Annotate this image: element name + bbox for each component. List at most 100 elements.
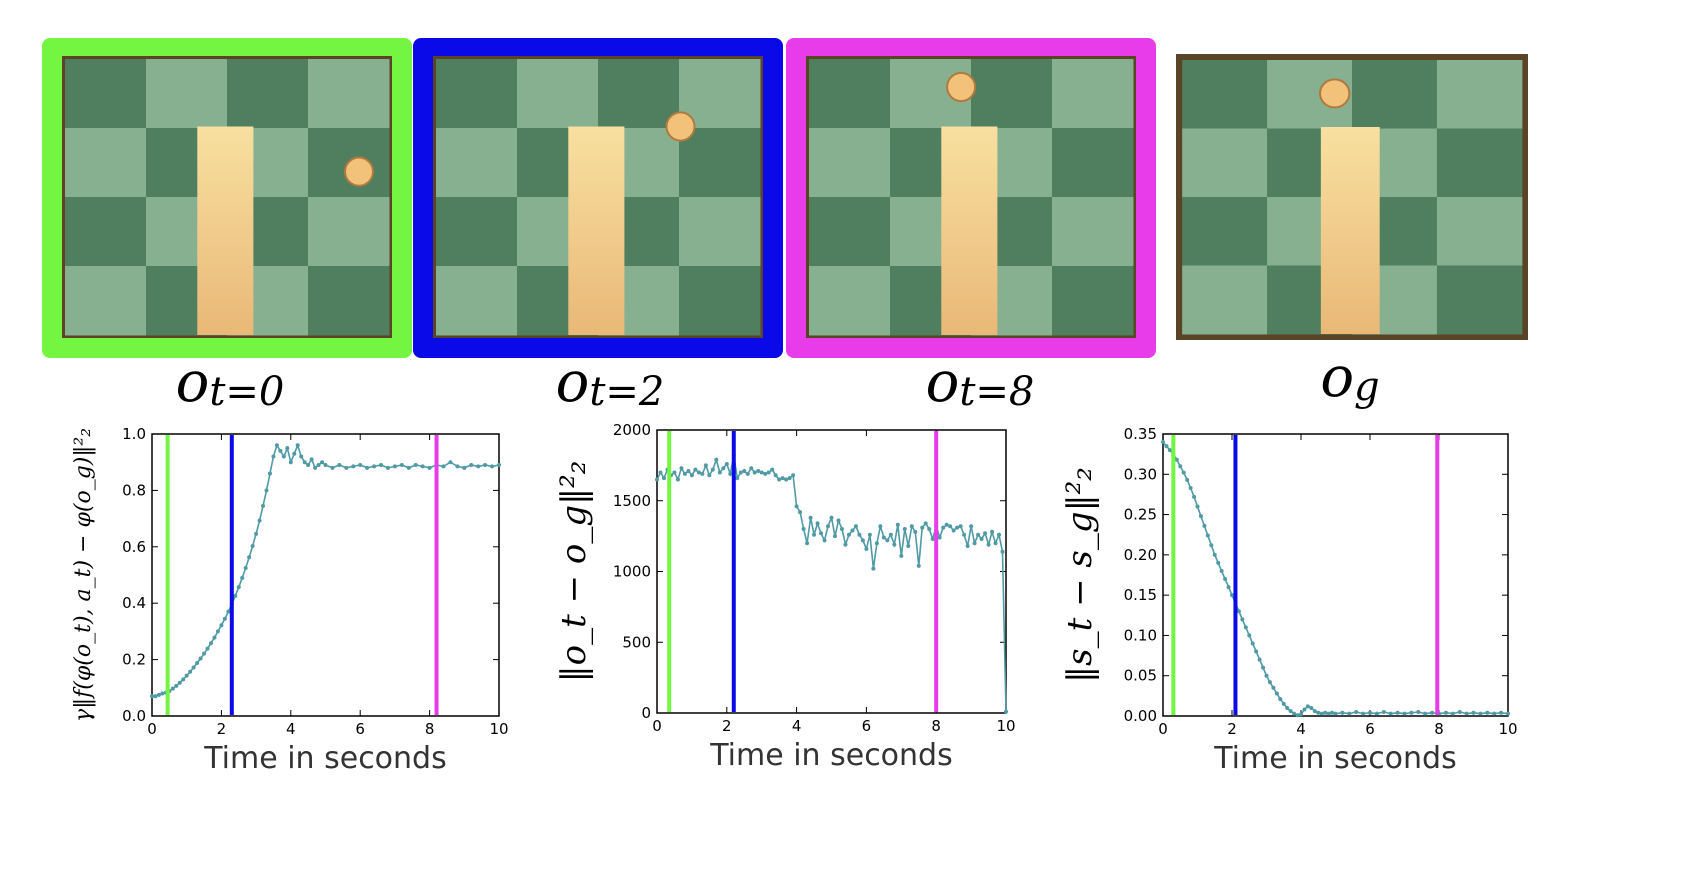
data-point xyxy=(1347,711,1352,716)
data-point xyxy=(836,518,841,523)
data-point xyxy=(1257,657,1262,662)
arena-tile xyxy=(517,59,599,129)
y-tick-label: 0.8 xyxy=(122,481,146,499)
data-point xyxy=(738,470,743,475)
data-point xyxy=(899,553,904,558)
data-point xyxy=(1340,710,1345,715)
data-point xyxy=(1416,709,1421,714)
data-point xyxy=(309,457,314,462)
frame-label-t0: ot=0 xyxy=(175,350,285,416)
data-point xyxy=(829,515,834,520)
data-point xyxy=(1402,711,1407,716)
data-point xyxy=(990,529,995,534)
x-tick-label: 2 xyxy=(722,717,732,735)
data-point xyxy=(675,477,680,482)
data-point xyxy=(976,532,981,537)
data-point xyxy=(236,585,241,590)
arena-image-t2 xyxy=(433,56,763,338)
data-point xyxy=(885,538,890,543)
data-point xyxy=(358,463,363,468)
y-tick-label: 0.0 xyxy=(122,707,146,725)
data-point xyxy=(1161,440,1165,445)
data-point xyxy=(261,503,266,508)
data-point xyxy=(1361,711,1366,716)
data-point xyxy=(1333,711,1338,716)
data-point xyxy=(1230,593,1234,598)
data-point xyxy=(1195,504,1200,509)
frame-label-t8: ot=8 xyxy=(925,350,1035,416)
x-tick-label: 0 xyxy=(147,720,157,738)
y-tick-label: 1.0 xyxy=(122,425,146,443)
data-point xyxy=(1302,707,1307,712)
y-tick-label: 0.4 xyxy=(122,594,146,612)
frame-label-t2: ot=2 xyxy=(555,350,665,416)
data-point xyxy=(1240,617,1245,622)
data-point xyxy=(819,531,824,536)
data-point xyxy=(267,471,272,476)
data-point xyxy=(1381,709,1386,714)
data-point xyxy=(951,528,956,533)
data-point xyxy=(441,464,446,469)
data-point xyxy=(655,477,659,482)
data-point xyxy=(1292,711,1297,716)
data-point xyxy=(962,532,967,537)
data-point xyxy=(826,524,831,529)
x-tick-label: 0 xyxy=(1158,720,1168,738)
data-point xyxy=(759,470,764,475)
arena-tile xyxy=(308,197,390,267)
arena-tile xyxy=(436,197,518,267)
data-point xyxy=(969,524,974,529)
data-point xyxy=(815,521,820,526)
data-point xyxy=(316,463,321,468)
data-point xyxy=(920,525,925,530)
data-point xyxy=(1216,560,1221,565)
data-point xyxy=(916,563,921,568)
data-point xyxy=(1247,633,1252,638)
plot-area xyxy=(1162,433,1509,717)
data-point xyxy=(839,527,844,532)
data-point xyxy=(1205,533,1210,538)
data-point xyxy=(1471,710,1476,715)
data-point xyxy=(1000,549,1005,554)
data-point xyxy=(323,463,328,468)
arena-tile xyxy=(809,128,891,198)
data-point xyxy=(233,593,238,598)
data-point xyxy=(1212,552,1217,557)
data-point xyxy=(745,471,750,476)
data-point xyxy=(170,686,175,691)
y-axis-label: ‖o_t − o_g‖²₂ xyxy=(554,461,594,683)
data-point xyxy=(1223,577,1228,582)
data-point xyxy=(1181,470,1186,475)
data-point xyxy=(299,454,304,459)
data-point xyxy=(219,623,224,628)
data-point xyxy=(780,476,785,481)
arena-tile xyxy=(809,265,891,336)
y-tick-label: 0.2 xyxy=(122,651,146,669)
arena-ball xyxy=(946,71,977,103)
data-point xyxy=(1219,568,1224,573)
data-point xyxy=(278,448,283,453)
data-point xyxy=(1192,494,1197,499)
arena-ball xyxy=(344,156,374,187)
data-point xyxy=(385,465,390,470)
data-point xyxy=(1174,457,1179,462)
arena-tile xyxy=(679,197,761,267)
data-point xyxy=(490,464,495,469)
data-point xyxy=(689,473,694,478)
arena-tile xyxy=(1052,197,1134,267)
data-point xyxy=(846,532,851,537)
data-point xyxy=(742,469,747,474)
arena-image-t0 xyxy=(62,56,392,338)
data-point xyxy=(801,527,806,532)
arena-tile xyxy=(1436,128,1523,198)
data-point xyxy=(1423,711,1428,716)
data-point xyxy=(850,528,855,533)
data-point xyxy=(808,515,813,520)
y-tick-label: 2000 xyxy=(613,421,651,439)
series-line xyxy=(1162,441,1509,717)
data-point xyxy=(240,575,245,580)
arena-tile xyxy=(436,59,518,129)
data-point xyxy=(930,536,935,541)
arena-tile xyxy=(227,59,309,129)
data-point xyxy=(153,694,158,699)
